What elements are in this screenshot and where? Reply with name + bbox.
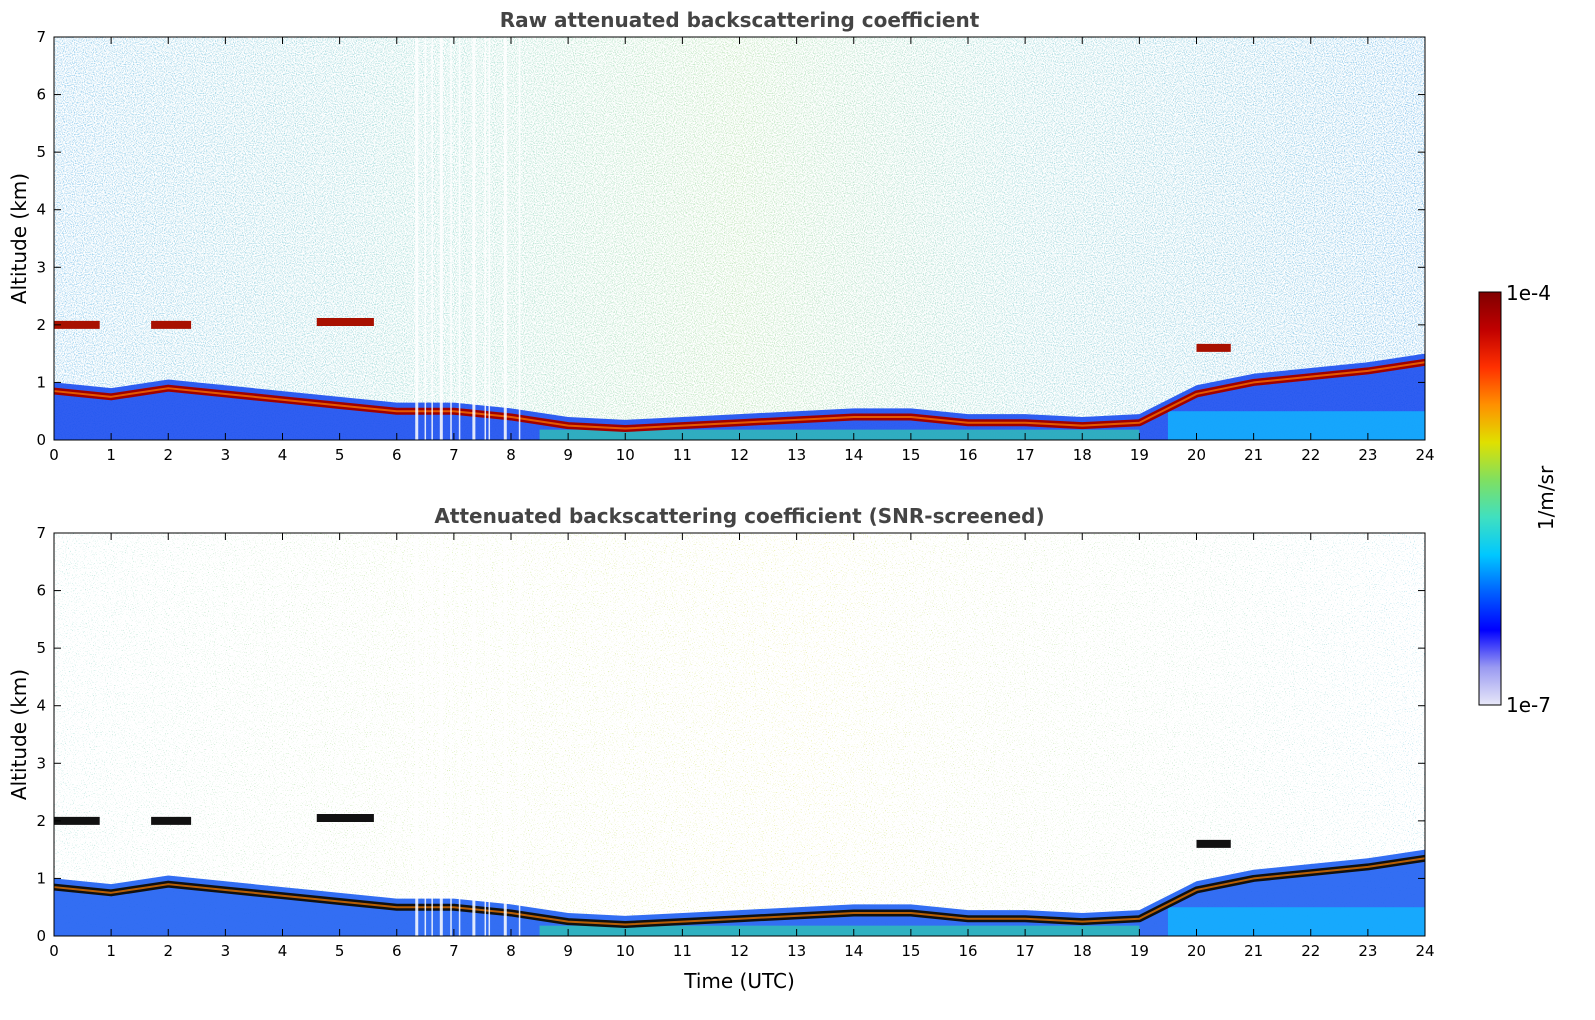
y-tick-label: 7 bbox=[36, 28, 46, 46]
surface-layer bbox=[539, 925, 1140, 936]
panel-raw: 0 1 2 3 4 5 6 7 8 9 10 11 12 13 14 15 16 17 18 19 20 21 22 23 24… bbox=[7, 8, 1435, 464]
x-tick-label: 4 bbox=[278, 942, 288, 960]
chart-title: Attenuated backscattering coefficient (S… bbox=[434, 504, 1044, 528]
x-tick-label: 23 bbox=[1358, 446, 1377, 464]
y-axis-label: Altitude (km) bbox=[7, 173, 31, 304]
x-tick-label: 2 bbox=[163, 446, 173, 464]
x-tick-label: 21 bbox=[1244, 942, 1263, 960]
x-tick-label: 3 bbox=[221, 942, 231, 960]
x-tick-label: 22 bbox=[1301, 942, 1320, 960]
x-tick-label: 11 bbox=[673, 942, 692, 960]
y-tick-label: 3 bbox=[36, 754, 46, 772]
y-tick-label: 1 bbox=[36, 869, 46, 887]
panel-snr-screened: 0 1 2 3 4 5 6 7 8 9 10 11 12 13 14 15 16 17 18 19 20 21 22 23 24… bbox=[7, 504, 1435, 993]
y-tick-label: 5 bbox=[36, 143, 46, 161]
x-ticks: 0 1 2 3 4 5 6 7 8 9 10 11 12 13 14 15 16 17 18 19 20 21 22 23 24 bbox=[49, 37, 1435, 464]
boundary-layer-region bbox=[54, 849, 1425, 936]
x-tick-label: 12 bbox=[730, 942, 749, 960]
x-tick-label: 8 bbox=[506, 446, 516, 464]
boundary-layer-region bbox=[54, 353, 1425, 440]
x-tick-label: 10 bbox=[616, 446, 635, 464]
y-axis-label: Altitude (km) bbox=[7, 669, 31, 800]
x-ticks: 0 1 2 3 4 5 6 7 8 9 10 11 12 13 14 15 16 17 18 19 20 21 22 23 24 bbox=[49, 533, 1435, 960]
y-tick-label: 4 bbox=[36, 201, 46, 219]
x-tick-label: 8 bbox=[506, 942, 516, 960]
y-tick-label: 0 bbox=[36, 431, 46, 449]
y-tick-label: 2 bbox=[36, 316, 46, 334]
x-tick-label: 6 bbox=[392, 942, 402, 960]
screened-backscatter-image bbox=[53, 533, 1426, 936]
x-tick-label: 14 bbox=[844, 446, 863, 464]
x-tick-label: 14 bbox=[844, 942, 863, 960]
colorbar-min-label: 1e-7 bbox=[1506, 693, 1551, 717]
x-tick-label: 2 bbox=[163, 942, 173, 960]
x-tick-label: 22 bbox=[1301, 446, 1320, 464]
x-tick-label: 24 bbox=[1415, 942, 1434, 960]
x-tick-label: 19 bbox=[1130, 446, 1149, 464]
chart-title: Raw attenuated backscattering coefficien… bbox=[500, 8, 980, 32]
x-tick-label: 9 bbox=[563, 446, 573, 464]
y-tick-label: 0 bbox=[36, 927, 46, 945]
colorbar-scale bbox=[1478, 291, 1502, 706]
x-tick-label: 21 bbox=[1244, 446, 1263, 464]
evening-aerosol-layer bbox=[1167, 907, 1425, 936]
pbl-top-edge bbox=[53, 361, 1426, 430]
evening-aerosol-layer bbox=[1167, 411, 1425, 440]
signal-noise-field bbox=[54, 37, 1425, 440]
x-tick-label: 10 bbox=[616, 942, 635, 960]
y-tick-label: 2 bbox=[36, 812, 46, 830]
x-tick-label: 1 bbox=[106, 446, 116, 464]
x-tick-label: 7 bbox=[449, 942, 459, 960]
y-tick-label: 5 bbox=[36, 639, 46, 657]
pbl-top-edge bbox=[53, 857, 1426, 926]
x-tick-label: 17 bbox=[1016, 942, 1035, 960]
x-tick-label: 16 bbox=[958, 446, 977, 464]
x-tick-label: 13 bbox=[787, 942, 806, 960]
x-tick-label: 1 bbox=[106, 942, 116, 960]
y-ticks: 0 1 2 3 4 5 6 7 bbox=[36, 28, 1425, 449]
x-tick-label: 20 bbox=[1187, 446, 1206, 464]
y-tick-label: 6 bbox=[36, 582, 46, 600]
x-tick-label: 5 bbox=[335, 942, 345, 960]
x-tick-label: 5 bbox=[335, 446, 345, 464]
y-ticks: 0 1 2 3 4 5 6 7 bbox=[36, 524, 1425, 945]
y-tick-label: 1 bbox=[36, 373, 46, 391]
x-tick-label: 18 bbox=[1073, 942, 1092, 960]
x-tick-label: 6 bbox=[392, 446, 402, 464]
x-tick-label: 16 bbox=[958, 942, 977, 960]
y-tick-label: 7 bbox=[36, 524, 46, 542]
x-tick-label: 17 bbox=[1016, 446, 1035, 464]
x-tick-label: 24 bbox=[1415, 446, 1434, 464]
x-axis-label: Time (UTC) bbox=[683, 969, 795, 993]
x-tick-label: 9 bbox=[563, 942, 573, 960]
x-tick-label: 11 bbox=[673, 446, 692, 464]
x-tick-label: 19 bbox=[1130, 942, 1149, 960]
x-tick-label: 23 bbox=[1358, 942, 1377, 960]
x-tick-label: 0 bbox=[49, 942, 59, 960]
y-tick-label: 6 bbox=[36, 86, 46, 104]
y-tick-label: 4 bbox=[36, 697, 46, 715]
colorbar-max-label: 1e-4 bbox=[1506, 281, 1551, 305]
x-tick-label: 3 bbox=[221, 446, 231, 464]
x-tick-label: 15 bbox=[901, 942, 920, 960]
x-tick-label: 7 bbox=[449, 446, 459, 464]
surface-layer bbox=[539, 429, 1140, 440]
x-tick-label: 4 bbox=[278, 446, 288, 464]
x-tick-label: 0 bbox=[49, 446, 59, 464]
raw-backscatter-image bbox=[53, 37, 1426, 440]
colorbar: 1e-4 1e-7 1/m/sr bbox=[1478, 281, 1558, 717]
x-tick-label: 15 bbox=[901, 446, 920, 464]
x-tick-label: 12 bbox=[730, 446, 749, 464]
x-tick-label: 18 bbox=[1073, 446, 1092, 464]
colorbar-unit-label: 1/m/sr bbox=[1534, 465, 1558, 530]
signal-noise-field bbox=[54, 533, 1425, 936]
x-tick-label: 20 bbox=[1187, 942, 1206, 960]
y-tick-label: 3 bbox=[36, 258, 46, 276]
x-tick-label: 13 bbox=[787, 446, 806, 464]
